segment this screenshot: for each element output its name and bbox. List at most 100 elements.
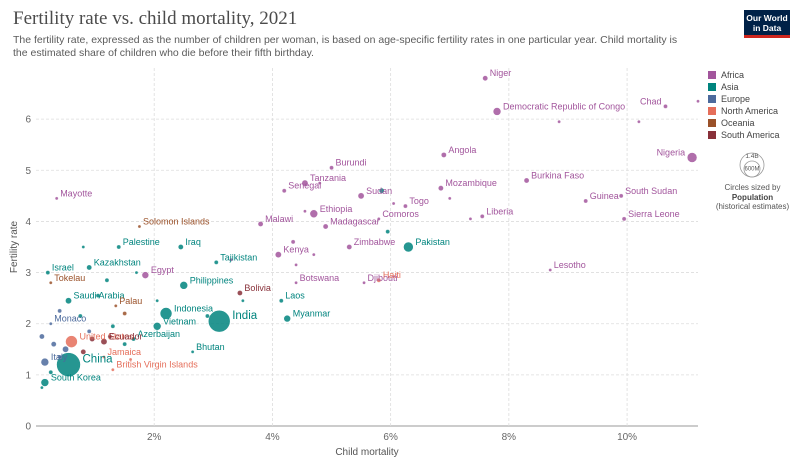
legend-item-europe[interactable]: Europe bbox=[708, 93, 796, 105]
point-label: Vietnam bbox=[163, 316, 196, 326]
point-label: Haiti bbox=[383, 270, 401, 280]
data-point bbox=[403, 241, 414, 253]
point-label: Italy bbox=[51, 352, 68, 362]
data-point bbox=[377, 217, 381, 221]
data-point bbox=[385, 229, 390, 234]
x-tick-label: 8% bbox=[502, 432, 517, 443]
data-point bbox=[122, 342, 127, 347]
data-point bbox=[376, 278, 381, 283]
point-label: Lesotho bbox=[554, 260, 586, 270]
data-point bbox=[275, 251, 282, 258]
axes: 0 1 2 3 4 5 6 2% 4% 6% 8% 10% Child mortality Fertili… bbox=[9, 115, 637, 458]
data-point bbox=[95, 293, 101, 298]
legend-item-north-america[interactable]: North America bbox=[708, 105, 796, 117]
data-point bbox=[492, 107, 502, 116]
point-label: South Korea bbox=[51, 373, 101, 383]
data-point bbox=[49, 322, 53, 326]
data-point bbox=[89, 336, 95, 342]
data-point bbox=[548, 268, 552, 272]
data-point bbox=[207, 309, 231, 333]
data-point bbox=[557, 120, 561, 124]
point-label: Burkina Faso bbox=[531, 171, 584, 181]
data-point bbox=[178, 244, 184, 250]
data-point bbox=[40, 386, 44, 390]
data-point bbox=[448, 196, 452, 201]
point-label: Niger bbox=[490, 68, 512, 78]
data-point bbox=[152, 321, 162, 331]
data-point bbox=[663, 104, 668, 109]
point-label: India bbox=[232, 310, 258, 322]
data-point bbox=[137, 224, 142, 229]
point-label: South Sudan bbox=[625, 186, 677, 196]
data-point bbox=[279, 298, 284, 303]
data-point bbox=[346, 244, 352, 250]
data-point bbox=[696, 99, 700, 103]
data-point bbox=[323, 223, 329, 230]
point-label: Togo bbox=[409, 196, 429, 206]
point-label: Bolivia bbox=[244, 283, 271, 293]
point-label: Madagascar bbox=[330, 217, 380, 227]
data-point bbox=[258, 221, 264, 227]
data-point bbox=[65, 335, 78, 348]
data-point bbox=[81, 245, 85, 249]
data-point bbox=[111, 368, 115, 372]
data-point bbox=[104, 278, 110, 283]
data-point bbox=[48, 370, 53, 375]
data-point bbox=[128, 357, 133, 362]
point-label: Burundi bbox=[336, 158, 367, 168]
size-legend-circles: 1.4B 600M bbox=[739, 152, 765, 178]
x-tick-label: 10% bbox=[617, 432, 637, 443]
data-point bbox=[110, 324, 115, 329]
grid-lines bbox=[36, 68, 698, 427]
region-legend: Africa Asia Europe North America Oceania… bbox=[708, 69, 796, 141]
legend-label-south-america: South America bbox=[721, 130, 780, 140]
size-legend-circle-small bbox=[743, 160, 761, 178]
legend-label-asia: Asia bbox=[721, 82, 739, 92]
data-point bbox=[301, 179, 309, 187]
point-label: Chad bbox=[640, 96, 662, 106]
legend-item-asia[interactable]: Asia bbox=[708, 81, 796, 93]
owid-logo[interactable]: Our World in Data bbox=[744, 10, 790, 38]
data-point bbox=[179, 281, 189, 290]
data-point bbox=[65, 297, 72, 304]
point-label: Palau bbox=[119, 296, 142, 306]
data-point bbox=[583, 198, 588, 204]
point-label: United States bbox=[79, 332, 134, 342]
data-point bbox=[131, 336, 136, 342]
data-point bbox=[122, 311, 127, 316]
point-label: Tokelau bbox=[54, 273, 85, 283]
point-label: Egypt bbox=[151, 265, 175, 275]
size-note: (historical estimates) bbox=[715, 202, 790, 211]
y-tick-label: 6 bbox=[25, 115, 31, 126]
point-label: Senegal bbox=[288, 181, 321, 191]
point-label: Nigeria bbox=[657, 148, 686, 158]
legend-item-africa[interactable]: Africa bbox=[708, 69, 796, 81]
data-point bbox=[523, 177, 530, 184]
data-point bbox=[237, 290, 243, 296]
legend-swatch-oceania bbox=[708, 119, 716, 127]
legend-swatch-south-america bbox=[708, 131, 716, 139]
legend-item-south-america[interactable]: South America bbox=[708, 129, 796, 141]
data-point bbox=[318, 181, 322, 185]
legend-item-oceania[interactable]: Oceania bbox=[708, 117, 796, 129]
data-point bbox=[357, 192, 365, 199]
point-label: Myanmar bbox=[293, 309, 331, 319]
x-axis-label: Child mortality bbox=[335, 447, 398, 458]
legend-label-north-america: North America bbox=[721, 106, 779, 116]
size-legend-small-label: 600M bbox=[744, 167, 759, 173]
data-point bbox=[294, 281, 298, 285]
point-label: Jamaica bbox=[107, 347, 141, 357]
point-labels: Niger Democratic Republic of Congo Chad Nig… bbox=[51, 68, 685, 382]
data-point bbox=[441, 152, 447, 158]
point-label: Palestine bbox=[123, 237, 160, 247]
point-label: Djibouti bbox=[368, 273, 398, 283]
data-point bbox=[78, 313, 83, 319]
data-point bbox=[283, 314, 292, 323]
data-point bbox=[282, 188, 287, 193]
data-point bbox=[62, 346, 69, 353]
data-point bbox=[303, 209, 307, 213]
data-point bbox=[291, 239, 296, 244]
data-point bbox=[102, 355, 106, 359]
point-label: Tajikistan bbox=[220, 252, 257, 262]
